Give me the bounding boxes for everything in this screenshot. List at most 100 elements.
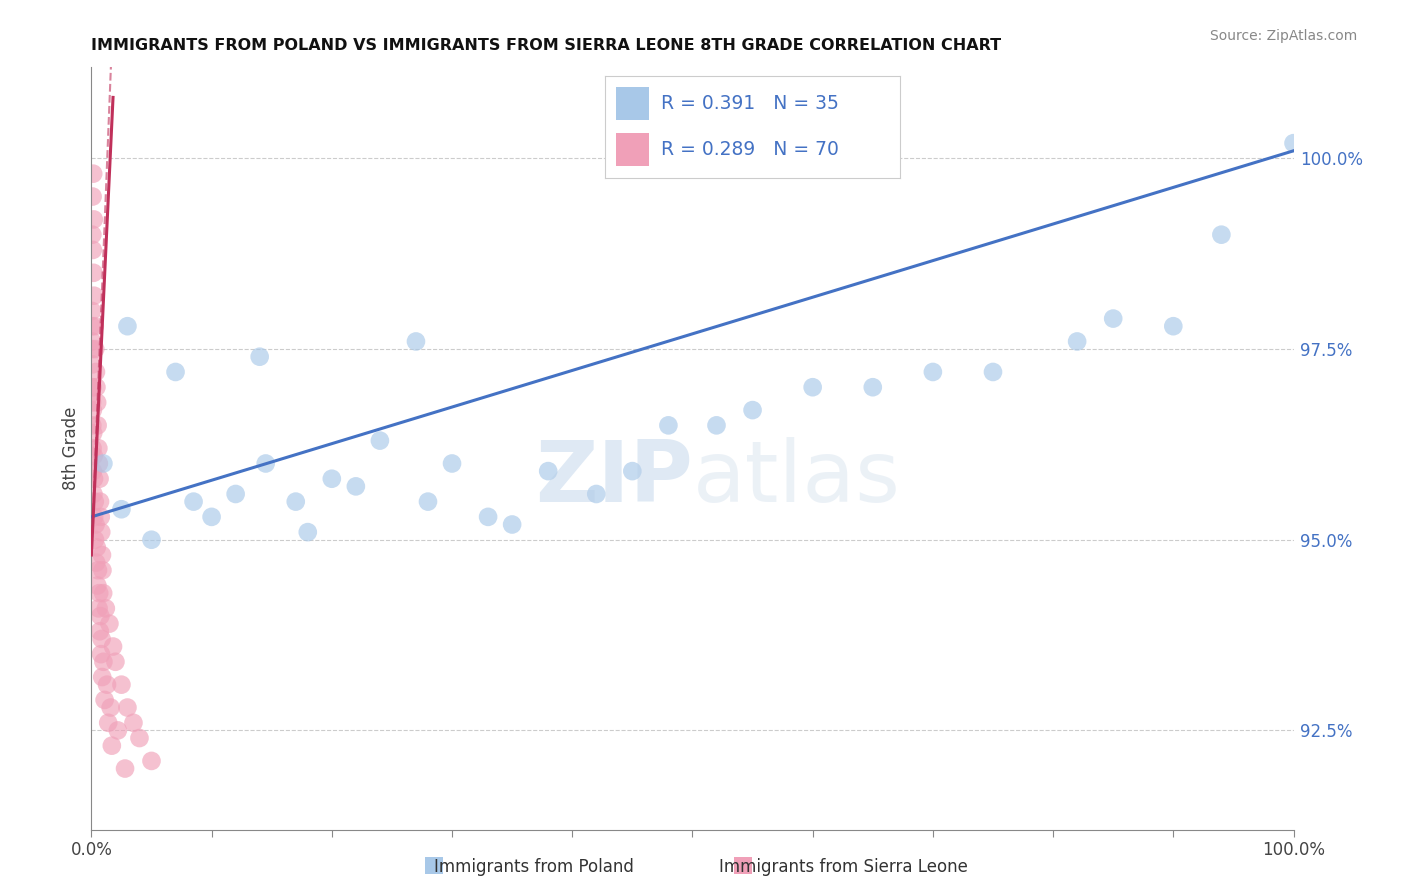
Point [91,670,114,684]
Point [1161,319,1184,334]
Point [82,243,104,257]
Point [87,601,110,615]
Point [922,365,945,379]
Point [89,624,111,639]
Point [537,464,560,478]
Point [141,754,163,768]
Point [80,342,103,356]
Point [84,533,107,547]
Point [321,472,343,486]
Point [84,517,107,532]
Point [801,380,824,394]
Point [1102,311,1125,326]
Point [440,457,463,471]
Point [97,715,120,730]
Point [90,525,112,540]
Point [225,487,247,501]
Text: ZIP: ZIP [534,437,692,520]
Point [83,494,105,508]
Point [110,502,132,516]
Point [86,380,108,394]
Point [1066,334,1088,349]
Text: Immigrants from Poland: Immigrants from Poland [434,858,634,876]
Point [1282,136,1305,151]
Point [107,723,129,738]
Point [93,457,115,471]
Point [82,380,104,394]
Point [80,319,103,334]
Point [405,334,427,349]
Point [657,418,679,433]
Point [89,472,111,486]
Point [82,395,104,409]
Bar [616,87,650,120]
Point [83,289,105,303]
Point [83,472,105,486]
Point [101,640,124,654]
Point [83,266,105,280]
Point [165,365,187,379]
Point [128,731,150,745]
Point [89,586,111,600]
Point [90,647,112,661]
Point [86,418,108,433]
Point [89,494,111,508]
Point [104,655,127,669]
Text: atlas: atlas [692,437,900,520]
Point [98,616,121,631]
Point [83,212,105,227]
Point [82,167,104,181]
Point [621,464,644,478]
Point [117,700,139,714]
Point [1211,227,1233,242]
Point [741,403,763,417]
Point [84,342,107,356]
Point [82,380,104,394]
Point [90,509,112,524]
Text: R = 0.289   N = 70: R = 0.289 N = 70 [661,140,838,159]
Point [82,357,104,371]
Point [981,365,1004,379]
Point [141,533,163,547]
Bar [616,133,650,166]
Point [87,457,110,471]
Point [86,395,108,409]
Point [183,494,205,508]
Point [706,418,728,433]
Point [82,334,104,349]
Point [93,655,115,669]
Point [91,586,114,600]
Point [117,319,139,334]
Point [200,509,222,524]
Text: Immigrants from Sierra Leone: Immigrants from Sierra Leone [718,858,969,876]
Point [83,319,105,334]
Point [862,380,884,394]
Point [94,601,117,615]
Point [82,425,104,440]
Point [90,632,112,646]
Point [501,517,523,532]
Text: R = 0.391   N = 35: R = 0.391 N = 35 [661,94,838,113]
Y-axis label: 8th Grade: 8th Grade [62,407,80,490]
Point [82,487,104,501]
Point [91,548,114,562]
Point [87,563,110,577]
Point [368,434,391,448]
Point [87,441,110,455]
Point [83,509,105,524]
Point [416,494,439,508]
Point [585,487,607,501]
Point [89,609,111,624]
Point [83,449,105,463]
Text: Source: ZipAtlas.com: Source: ZipAtlas.com [1209,29,1357,43]
Point [100,700,122,714]
Text: IMMIGRANTS FROM POLAND VS IMMIGRANTS FROM SIERRA LEONE 8TH GRADE CORRELATION CHA: IMMIGRANTS FROM POLAND VS IMMIGRANTS FRO… [91,38,1001,54]
Point [284,494,307,508]
Point [96,678,118,692]
Point [86,541,108,555]
Point [344,479,367,493]
Point [82,418,104,433]
Point [84,556,107,570]
Point [122,715,145,730]
Point [254,457,277,471]
